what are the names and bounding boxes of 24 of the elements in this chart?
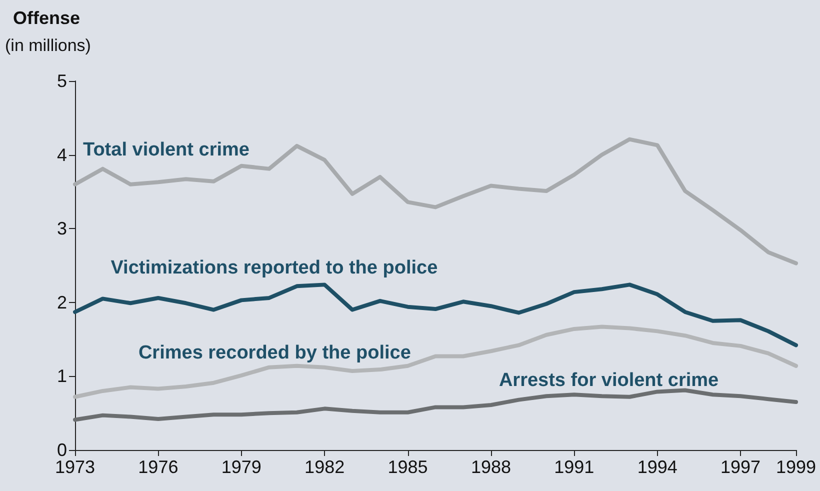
x-tick-label: 1985 (388, 457, 428, 477)
y-tick-label: 5 (56, 71, 67, 91)
chart-subtitle: (in millions) (5, 36, 91, 55)
x-tick-label: 1979 (221, 457, 262, 477)
x-tick-label: 1988 (470, 457, 511, 477)
y-tick-label: 4 (56, 144, 67, 165)
x-tick-label: 1997 (720, 457, 761, 477)
line-series (73, 324, 798, 399)
x-tick-label: 1973 (54, 457, 96, 477)
x-tick-label: 1991 (554, 457, 594, 477)
y-tick-label: 2 (56, 292, 67, 312)
series-label: Crimes recorded by the police (138, 342, 411, 364)
y-tick-label: 3 (56, 218, 67, 239)
y-tick-label: 0 (56, 440, 67, 460)
x-tick-label: 1994 (637, 457, 678, 477)
y-tick-label: 1 (56, 366, 67, 386)
series-label: Victimizations reported to the police (110, 258, 438, 279)
x-tick-label: 1982 (304, 457, 345, 477)
chart-title: Offense (13, 8, 80, 28)
line-series (73, 388, 798, 422)
x-tick-label: 1976 (138, 457, 178, 477)
series-label: Arrests for violent crime (498, 370, 719, 391)
series-label: Total violent crime (83, 139, 250, 160)
x-tick-label: 1999 (776, 457, 816, 477)
